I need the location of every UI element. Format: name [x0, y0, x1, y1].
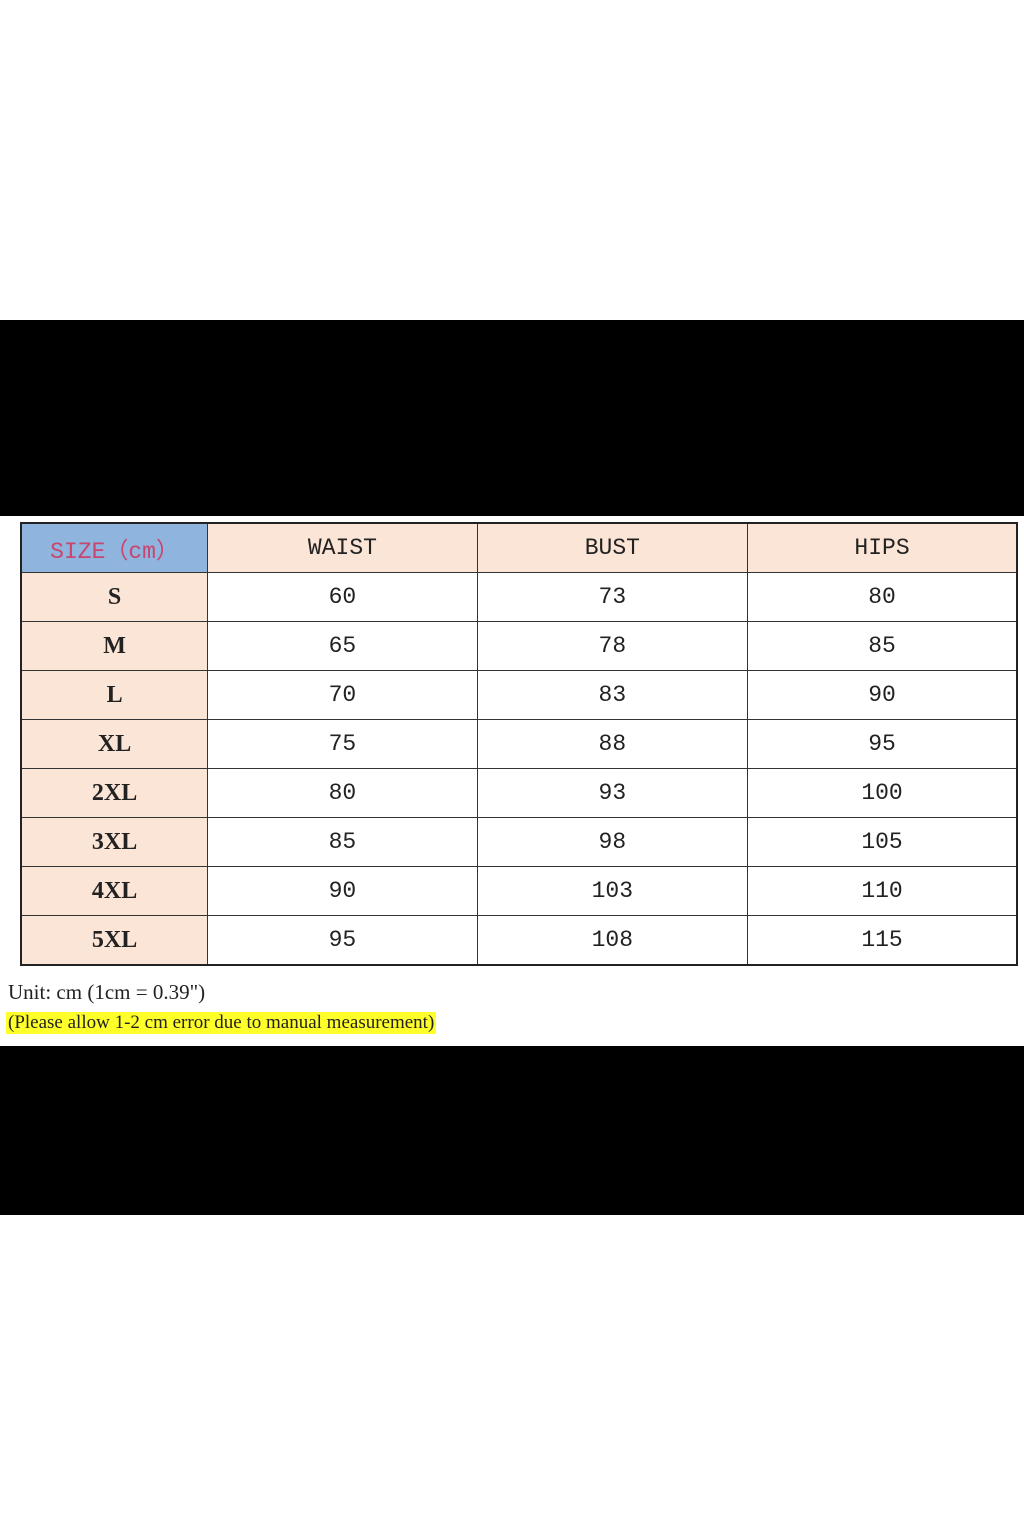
size-cell: 3XL	[20, 817, 209, 867]
measurement-error-note: (Please allow 1-2 cm error due to manual…	[6, 1012, 437, 1034]
measurement-cell: 83	[476, 670, 749, 720]
table-row: S 60 73 80	[20, 572, 1018, 622]
size-cell: 5XL	[20, 915, 209, 966]
measurement-cell: 90	[747, 670, 1018, 720]
measurement-cell: 108	[476, 915, 749, 966]
measurement-cell: 70	[207, 670, 478, 720]
measurement-cell: 93	[476, 768, 749, 818]
measurement-cell: 88	[476, 719, 749, 769]
measurement-cell: 73	[476, 572, 749, 622]
table-row: 3XL 85 98 105	[20, 817, 1018, 867]
size-cell: M	[20, 621, 209, 671]
size-cell: L	[20, 670, 209, 720]
measurement-cell: 105	[747, 817, 1018, 867]
measurement-cell: 65	[207, 621, 478, 671]
measurement-cell: 60	[207, 572, 478, 622]
measurement-cell: 80	[207, 768, 478, 818]
measurement-cell: 103	[476, 866, 749, 916]
bottom-black-band	[0, 1046, 1024, 1215]
size-chart: SIZE（cm） WAIST BUST HIPS S 60 73 80 M 65 78 85 L 70 8…	[0, 516, 1024, 1046]
measurement-cell: 100	[747, 768, 1018, 818]
measurement-cell: 80	[747, 572, 1018, 622]
measurement-cell: 110	[747, 866, 1018, 916]
size-table: SIZE（cm） WAIST BUST HIPS S 60 73 80 M 65 78 85 L 70 8…	[20, 522, 1018, 966]
table-row: L 70 83 90	[20, 670, 1018, 720]
top-black-band	[0, 320, 1024, 516]
size-cell: 2XL	[20, 768, 209, 818]
header-row: SIZE（cm） WAIST BUST HIPS	[20, 522, 1018, 573]
measurement-cell: 95	[207, 915, 478, 966]
measurement-cell: 115	[747, 915, 1018, 966]
measurement-cell: 85	[747, 621, 1018, 671]
size-cell: XL	[20, 719, 209, 769]
table-row: M 65 78 85	[20, 621, 1018, 671]
table-row: XL 75 88 95	[20, 719, 1018, 769]
unit-note: Unit: cm (1cm = 0.39")	[8, 980, 206, 1004]
measurement-cell: 90	[207, 866, 478, 916]
column-header: HIPS	[747, 522, 1018, 573]
measurement-cell: 95	[747, 719, 1018, 769]
column-header: SIZE（cm）	[20, 522, 209, 573]
table-row: 4XL 90 103 110	[20, 866, 1018, 916]
measurement-cell: 78	[476, 621, 749, 671]
column-header: WAIST	[207, 522, 478, 573]
measurement-cell: 75	[207, 719, 478, 769]
column-header: BUST	[476, 522, 749, 573]
table-row: 2XL 80 93 100	[20, 768, 1018, 818]
size-cell: S	[20, 572, 209, 622]
measurement-cell: 98	[476, 817, 749, 867]
size-cell: 4XL	[20, 866, 209, 916]
measurement-cell: 85	[207, 817, 478, 867]
table-row: 5XL 95 108 115	[20, 915, 1018, 966]
